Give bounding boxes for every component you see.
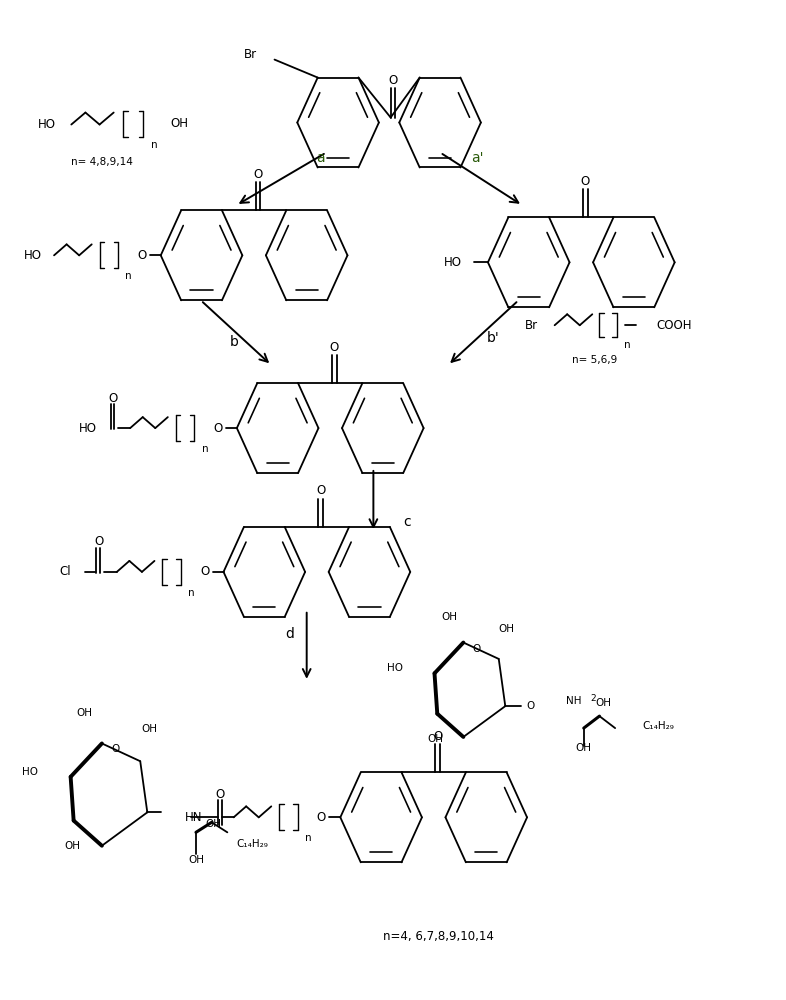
Text: b: b (230, 335, 239, 349)
Text: O: O (581, 175, 590, 188)
Text: n: n (188, 588, 195, 598)
Text: a': a' (472, 151, 484, 165)
Text: O: O (433, 730, 443, 743)
Text: n= 5,6,9: n= 5,6,9 (572, 355, 617, 365)
Text: HO: HO (444, 256, 462, 269)
Text: HO: HO (22, 767, 38, 777)
Text: OH: OH (64, 841, 80, 851)
Text: O: O (200, 565, 209, 578)
Text: C₁₄H₂₉: C₁₄H₂₉ (643, 721, 674, 731)
Text: HO: HO (387, 663, 403, 673)
Text: n: n (623, 340, 630, 350)
Text: O: O (317, 811, 326, 824)
Text: 2: 2 (590, 694, 596, 703)
Text: O: O (388, 74, 398, 87)
Text: HO: HO (39, 118, 57, 131)
Text: c: c (403, 515, 411, 529)
Text: n: n (201, 444, 208, 454)
Text: O: O (108, 392, 118, 405)
Text: O: O (111, 744, 119, 754)
Text: O: O (94, 535, 104, 548)
Text: HO: HO (79, 422, 97, 435)
Text: NH: NH (567, 696, 582, 706)
Text: O: O (316, 484, 325, 497)
Text: O: O (472, 644, 480, 654)
Text: Cl: Cl (60, 565, 72, 578)
Text: a: a (317, 151, 325, 165)
Text: n: n (305, 833, 311, 843)
Text: O: O (527, 701, 534, 711)
Text: OH: OH (205, 819, 221, 829)
Text: O: O (214, 422, 222, 435)
Text: O: O (329, 341, 339, 354)
Text: OH: OH (498, 624, 515, 634)
Text: n= 4,8,9,14: n= 4,8,9,14 (72, 157, 133, 167)
Text: OH: OH (428, 734, 444, 744)
Text: OH: OH (171, 117, 188, 130)
Text: OH: OH (76, 708, 93, 718)
Text: OH: OH (188, 855, 204, 865)
Text: n: n (126, 271, 132, 281)
Text: O: O (215, 788, 225, 801)
Text: n: n (151, 140, 157, 150)
Text: OH: OH (595, 698, 612, 708)
Text: n=4, 6,7,8,9,10,14: n=4, 6,7,8,9,10,14 (383, 930, 494, 943)
Text: C₁₄H₂₉: C₁₄H₂₉ (237, 839, 269, 849)
Text: HO: HO (24, 249, 42, 262)
Text: COOH: COOH (656, 319, 692, 332)
Text: Br: Br (244, 48, 257, 61)
Text: Br: Br (525, 319, 538, 332)
Text: OH: OH (575, 743, 592, 753)
Text: OH: OH (141, 724, 158, 734)
Text: O: O (138, 249, 146, 262)
Text: O: O (253, 168, 263, 181)
Text: OH: OH (441, 612, 457, 622)
Text: d: d (285, 627, 294, 641)
Text: b': b' (487, 331, 500, 345)
Text: HN: HN (185, 811, 203, 824)
